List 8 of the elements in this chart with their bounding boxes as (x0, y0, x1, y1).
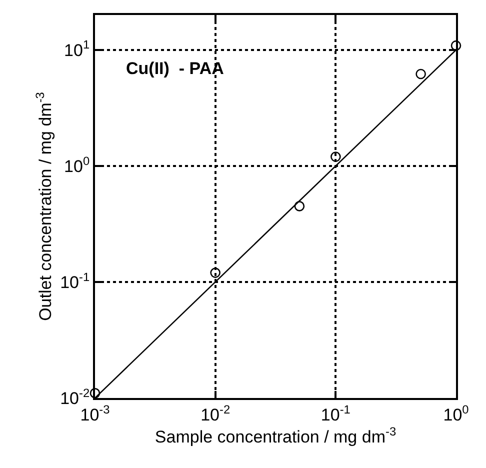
y-tick-label: 10$^{-1}$ (60, 270, 90, 292)
x-tick-label: 10$^{0}$ (443, 402, 470, 424)
x-tick-label: 10$^{-2}$ (200, 402, 230, 424)
x-axis-title: Sample concentration / mg dm$^{-3}$ (154, 424, 396, 447)
y-tick-label: 10$^{0}$ (64, 154, 90, 176)
x-tick-label: 10$^{-1}$ (320, 402, 351, 424)
annotation: Cu(II) - PAA (126, 59, 224, 78)
y-tick-label: 10$^{1}$ (64, 38, 90, 60)
